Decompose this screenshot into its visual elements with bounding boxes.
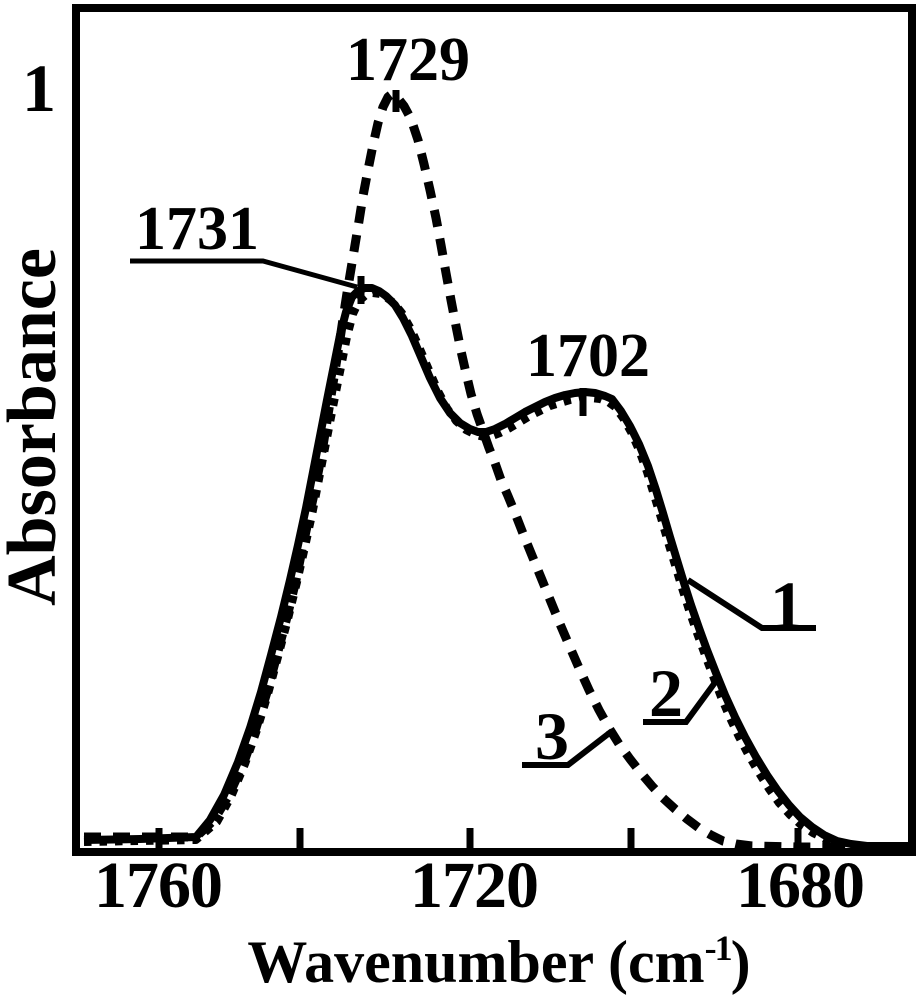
leader-line-2: [643, 675, 722, 725]
leader-line-1731: [130, 258, 358, 290]
y-axis-title: Absorbance: [0, 248, 71, 606]
peak-annotation-1731: 1731: [135, 195, 259, 263]
y-axis-tick-label-1: 1: [22, 50, 56, 126]
x-axis-title-close: ): [730, 929, 751, 995]
x-axis-title-superscript: -1: [704, 928, 733, 968]
leader-line-1: [686, 577, 816, 631]
peak-annotation-1702: 1702: [526, 322, 650, 390]
x-axis-tick-label-1760: 1760: [94, 849, 223, 922]
curve-1-solid: [83, 284, 912, 850]
x-axis-title: Wavenumber (cm-1): [247, 929, 751, 995]
peak-annotation-1729: 1729: [346, 26, 470, 94]
plot-frame: [72, 4, 916, 856]
leader-line-3: [522, 728, 614, 768]
curve-2-dotted: [83, 289, 912, 853]
curve-label-3: 3: [535, 698, 569, 774]
x-axis-tick-label-1720: 1720: [410, 849, 539, 922]
x-axis-title-main: Wavenumber (cm: [247, 929, 705, 995]
x-axis-tick-label-1680: 1680: [736, 849, 865, 922]
curve-label-2: 2: [649, 655, 683, 731]
curve-label-1: 1: [770, 567, 804, 643]
